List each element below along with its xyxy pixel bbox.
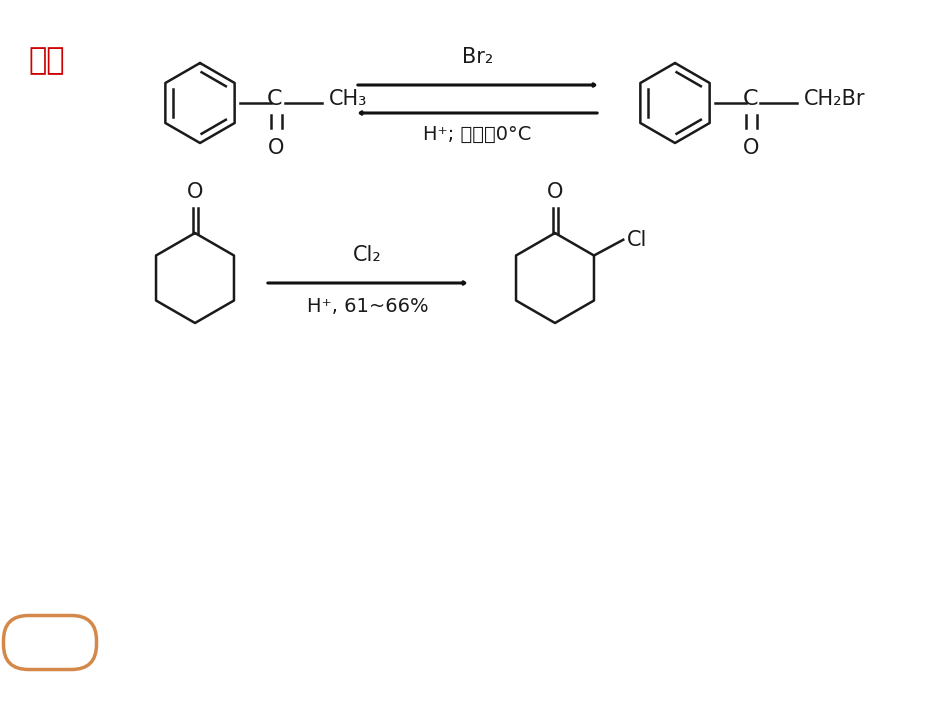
- FancyBboxPatch shape: [4, 615, 97, 670]
- Text: O: O: [187, 183, 203, 202]
- Text: C: C: [267, 89, 283, 109]
- Text: O: O: [547, 183, 563, 202]
- Text: Br₂: Br₂: [462, 47, 493, 67]
- Text: CH₂Br: CH₂Br: [804, 89, 865, 109]
- Text: 例：: 例：: [28, 46, 65, 76]
- Text: CH₃: CH₃: [329, 89, 368, 109]
- Text: H⁺, 61~66%: H⁺, 61~66%: [307, 297, 428, 316]
- Text: Cl: Cl: [627, 230, 648, 250]
- Text: H⁺; 乙醚，0°C: H⁺; 乙醚，0°C: [424, 125, 532, 144]
- Text: O: O: [268, 138, 285, 158]
- Text: O: O: [743, 138, 760, 158]
- Text: Cl₂: Cl₂: [353, 245, 382, 265]
- Text: C: C: [742, 89, 758, 109]
